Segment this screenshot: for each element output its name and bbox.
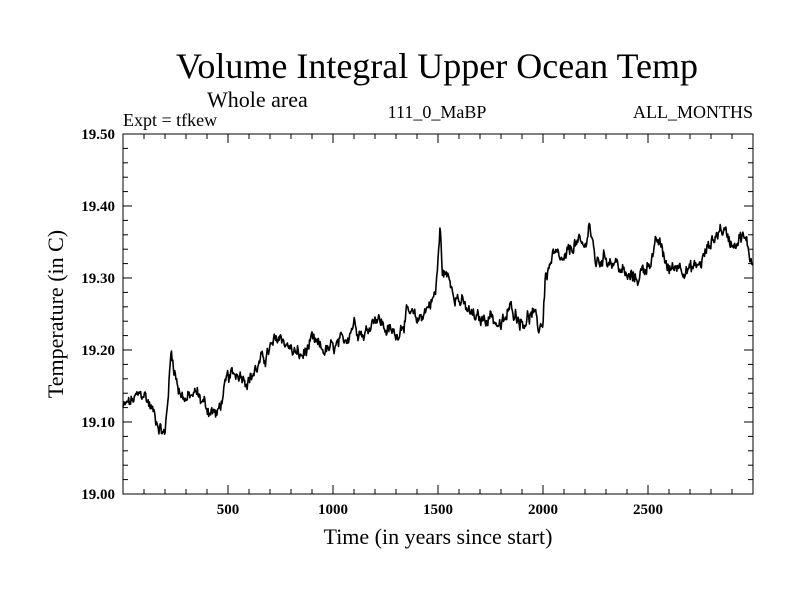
y-tick-label: 19.10 xyxy=(81,415,115,431)
y-tick-label: 19.00 xyxy=(81,487,115,503)
y-axis-label: Temperature (in C) xyxy=(43,230,68,398)
chart-subtitle: Whole area xyxy=(207,87,308,112)
y-axis: 19.00 19.10 19.20 19.30 19.40 19.50 xyxy=(81,127,753,503)
x-axis-label: Time (in years since start) xyxy=(324,524,553,549)
y-tick-label: 19.30 xyxy=(81,271,115,287)
x-tick-label: 2000 xyxy=(528,502,558,518)
x-axis: 500 1000 1500 2000 2500 xyxy=(143,134,733,518)
plot-frame xyxy=(122,133,754,495)
annotation-right: ALL_MONTHS xyxy=(633,102,753,122)
x-tick-label: 1500 xyxy=(423,502,453,518)
chart-title: Volume Integral Upper Ocean Temp xyxy=(176,46,698,86)
annotation-left: Expt = tfkew xyxy=(123,110,217,130)
annotation-center: 111_0_MaBP xyxy=(388,102,487,122)
x-tick-label: 500 xyxy=(217,502,240,518)
x-tick-label: 2500 xyxy=(633,502,663,518)
series-line xyxy=(122,222,754,435)
y-tick-label: 19.20 xyxy=(81,343,115,359)
y-tick-label: 19.50 xyxy=(81,127,115,143)
y-tick-label: 19.40 xyxy=(81,199,115,215)
x-tick-label: 1000 xyxy=(318,502,348,518)
